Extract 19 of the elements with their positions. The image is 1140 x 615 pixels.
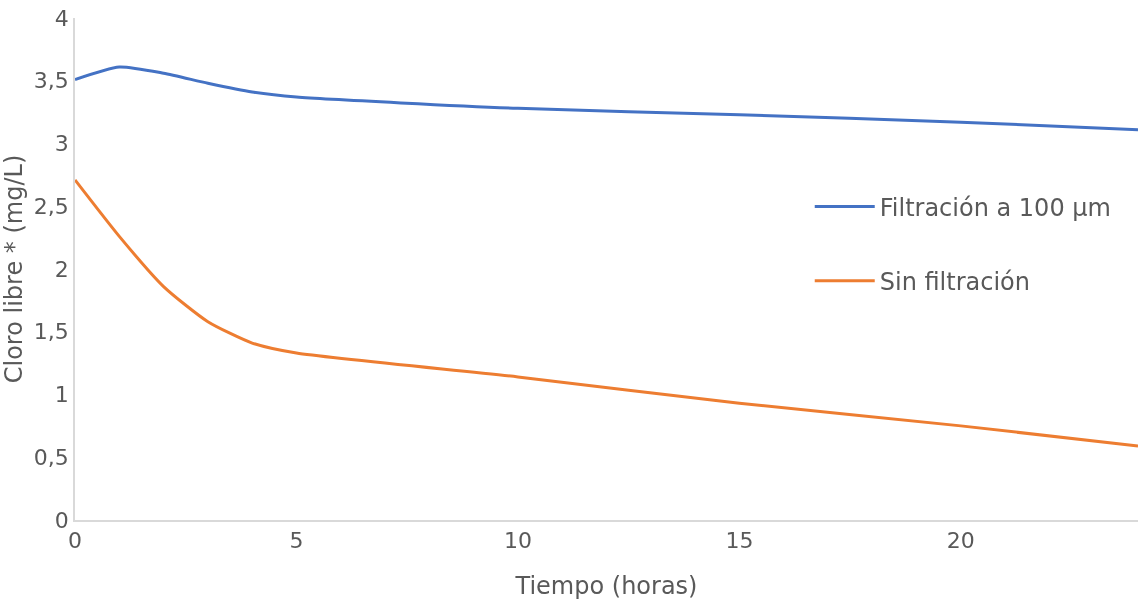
y-tick-label: 4 <box>54 5 69 31</box>
y-tick-label: 2 <box>54 256 69 282</box>
x-tick-label: 15 <box>725 528 754 554</box>
x-tick-label: 20 <box>946 528 975 554</box>
y-tick-label: 2,5 <box>33 193 69 219</box>
y-tick-label: 0,5 <box>33 444 69 470</box>
y-tick-label: 3 <box>54 131 69 157</box>
x-axis-title: Tiempo (horas) <box>514 571 698 600</box>
line-series <box>75 178 1138 448</box>
y-tick-label: 1 <box>54 382 69 408</box>
y-tick-label: 1,5 <box>33 319 69 345</box>
y-axis-title: Cloro libre * (mg/L) <box>0 154 28 384</box>
y-tick-label: 0 <box>54 507 69 533</box>
y-tick-label: 3,5 <box>33 68 69 94</box>
legend-label: Filtración a 100 µm <box>879 193 1111 222</box>
line-series <box>75 65 1138 132</box>
legend-label: Sin filtración <box>879 268 1031 297</box>
x-tick-label: 5 <box>289 528 304 554</box>
x-tick-label: 10 <box>503 528 532 554</box>
